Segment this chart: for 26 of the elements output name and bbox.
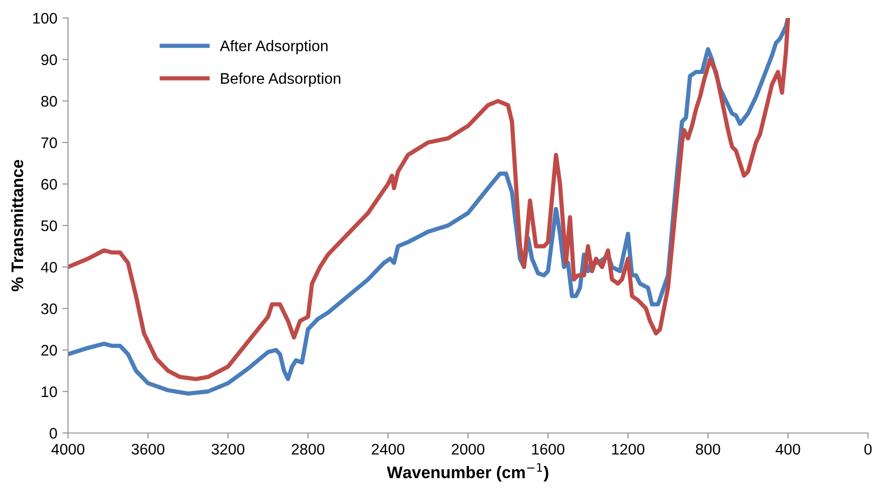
y-tick-label: 10 [42, 386, 57, 398]
x-tick-label: 3200 [212, 444, 244, 455]
x-tick-label: 2800 [292, 444, 324, 455]
x-tick-label: 2400 [372, 444, 404, 455]
legend-label: Before Adsorption [221, 72, 340, 87]
legend-label: After Adsorption [220, 40, 328, 54]
y-tick-label: 20 [41, 344, 57, 356]
x-tick-label: 400 [776, 444, 800, 455]
x-tick-label: 1200 [612, 444, 644, 455]
y-tick-label: 30 [41, 303, 57, 314]
y-tick-label: 80 [41, 96, 57, 107]
x-tick-label: 800 [696, 444, 720, 455]
y-axis-title: % Transmittance [11, 160, 24, 292]
y-tick-label: 70 [41, 137, 57, 148]
x-tick-label: 3600 [132, 444, 164, 455]
x-tick-label: 2000 [452, 444, 484, 455]
y-tick-label: 100 [33, 12, 57, 24]
y-tick-label: 40 [40, 262, 57, 273]
x-tick-label: 0 [864, 444, 872, 455]
y-tick-label: 60 [41, 178, 57, 190]
x-tick-label: 4000 [51, 444, 84, 455]
y-tick-label: 0 [50, 428, 57, 439]
x-axis-title: Wavenumber (cm$^{−1}$) [386, 463, 548, 482]
x-tick-label: 1600 [532, 444, 564, 455]
y-tick-label: 50 [41, 220, 57, 232]
y-tick-label: 90 [41, 54, 57, 66]
